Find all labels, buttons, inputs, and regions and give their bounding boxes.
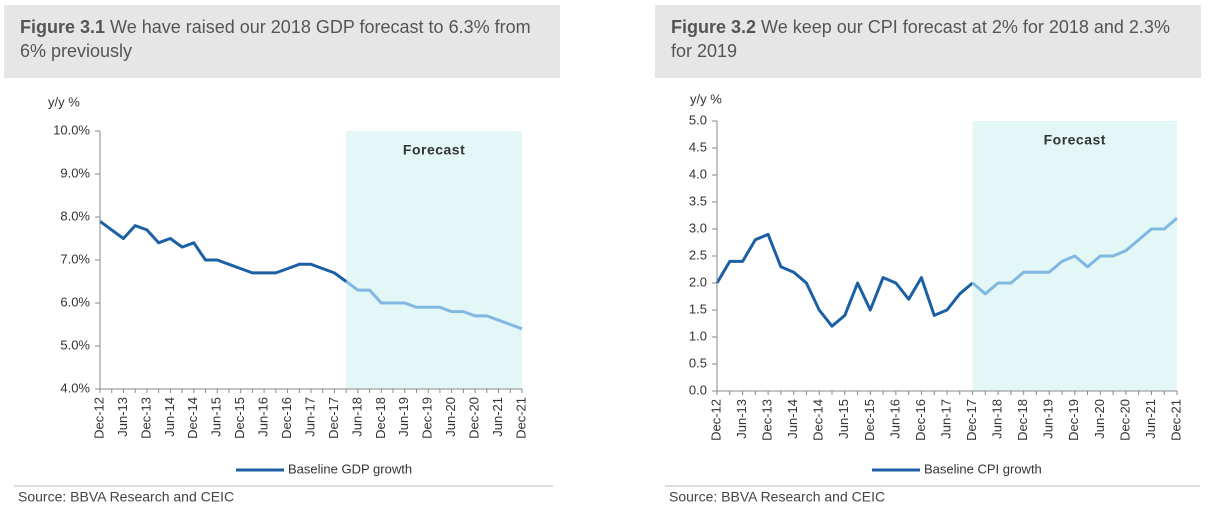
y-tick-label: 7.0% (60, 251, 90, 266)
y-tick-label: 1.0 (689, 328, 707, 343)
x-tick-label: Dec-13 (138, 397, 153, 439)
data-line (99, 220, 348, 283)
x-tick-label: Jun-21 (1143, 399, 1158, 439)
x-tick-label: Dec-19 (420, 397, 435, 439)
x-tick-label: Jun-15 (836, 399, 851, 439)
y-tick-label: 6.0% (60, 294, 90, 309)
x-tick-label: Dec-16 (279, 397, 294, 439)
y-tick-label: 4.0 (689, 166, 707, 181)
x-tick-label: Jun-17 (302, 397, 317, 437)
header: Figure 3.2 We keep our CPI forecast at 2… (655, 5, 1201, 78)
x-tick-label: Dec-17 (326, 397, 341, 439)
y-tick-label: 2.5 (689, 247, 707, 262)
x-tick-label: Jun-13 (115, 397, 130, 437)
figure-number: Figure 3.2 (671, 17, 757, 37)
source: Source: BBVA Research and CEIC (18, 489, 234, 505)
x-tick-label: Jun-21 (490, 397, 505, 437)
y-tick-label: 1.5 (689, 301, 707, 316)
x-tick-label: Jun-18 (349, 397, 364, 437)
x-tick-label: Dec-17 (964, 399, 979, 441)
annotation: Forecast (1044, 132, 1106, 148)
x-tick-label: Jun-14 (785, 399, 800, 439)
x-tick-label: Jun-13 (734, 399, 749, 439)
header: Figure 3.1 We have raised our 2018 GDP f… (4, 5, 560, 78)
x-tick-label: Dec-18 (1015, 399, 1030, 441)
x-tick-label: Jun-20 (1092, 399, 1107, 439)
x-tick-label: Dec-19 (1066, 399, 1081, 441)
x-tick-label: Jun-19 (396, 397, 411, 437)
y-tick-label: 10.0% (53, 122, 90, 137)
data-line (971, 217, 1178, 296)
data-line (345, 280, 523, 331)
data-line (715, 232, 974, 328)
annotation: Forecast (403, 142, 465, 158)
x-tick-label: Dec-12 (708, 399, 723, 441)
legend-label: Baseline GDP growth (288, 461, 412, 476)
y-tick-label: 8.0% (60, 208, 90, 223)
y-tick-label: 0.0 (689, 382, 707, 397)
x-tick-label: Jun-15 (209, 397, 224, 437)
x-tick-label: Dec-15 (862, 399, 877, 441)
x-tick-label: Dec-20 (1117, 399, 1132, 441)
y-tick-label: 5.0% (60, 337, 90, 352)
source: Source: BBVA Research and CEIC (669, 489, 885, 505)
y-tick-label: 4.0% (60, 380, 90, 395)
y-tick-label: 4.5 (689, 139, 707, 154)
y-tick-label: 3.0 (689, 220, 707, 235)
x-tick-label: Jun-16 (256, 397, 271, 437)
forecast-region (346, 131, 522, 389)
y-tick-label: 2.0 (689, 274, 707, 289)
x-tick-label: Jun-14 (162, 397, 177, 437)
x-tick-label: Dec-16 (913, 399, 928, 441)
x-tick-label: Dec-21 (513, 397, 528, 439)
x-tick-label: Dec-15 (232, 397, 247, 439)
figure-number: Figure 3.1 (20, 17, 106, 37)
x-tick-label: Jun-17 (938, 399, 953, 439)
x-tick-label: Dec-18 (373, 397, 388, 439)
x-tick-label: Dec-14 (811, 399, 826, 441)
x-tick-label: Dec-20 (467, 397, 482, 439)
y-axis-label: y/y % (48, 94, 80, 109)
y-tick-label: 3.5 (689, 193, 707, 208)
x-tick-label: Jun-16 (887, 399, 902, 439)
x-tick-label: Dec-14 (185, 397, 200, 439)
figure-title: We keep our CPI forecast at 2% for 2018 … (671, 17, 1170, 61)
y-tick-label: 5.0 (689, 112, 707, 127)
x-tick-label: Jun-19 (1041, 399, 1056, 439)
x-tick-label: Dec-13 (760, 399, 775, 441)
y-tick-label: 9.0% (60, 165, 90, 180)
y-tick-label: 0.5 (689, 355, 707, 370)
x-tick-label: Dec-12 (91, 397, 106, 439)
x-tick-label: Jun-18 (990, 399, 1005, 439)
x-tick-label: Dec-21 (1168, 399, 1183, 441)
x-tick-label: Jun-20 (443, 397, 458, 437)
legend-label: Baseline CPI growth (924, 461, 1042, 476)
figure-title: We have raised our 2018 GDP forecast to … (20, 17, 531, 61)
y-axis-label: y/y % (690, 91, 722, 106)
